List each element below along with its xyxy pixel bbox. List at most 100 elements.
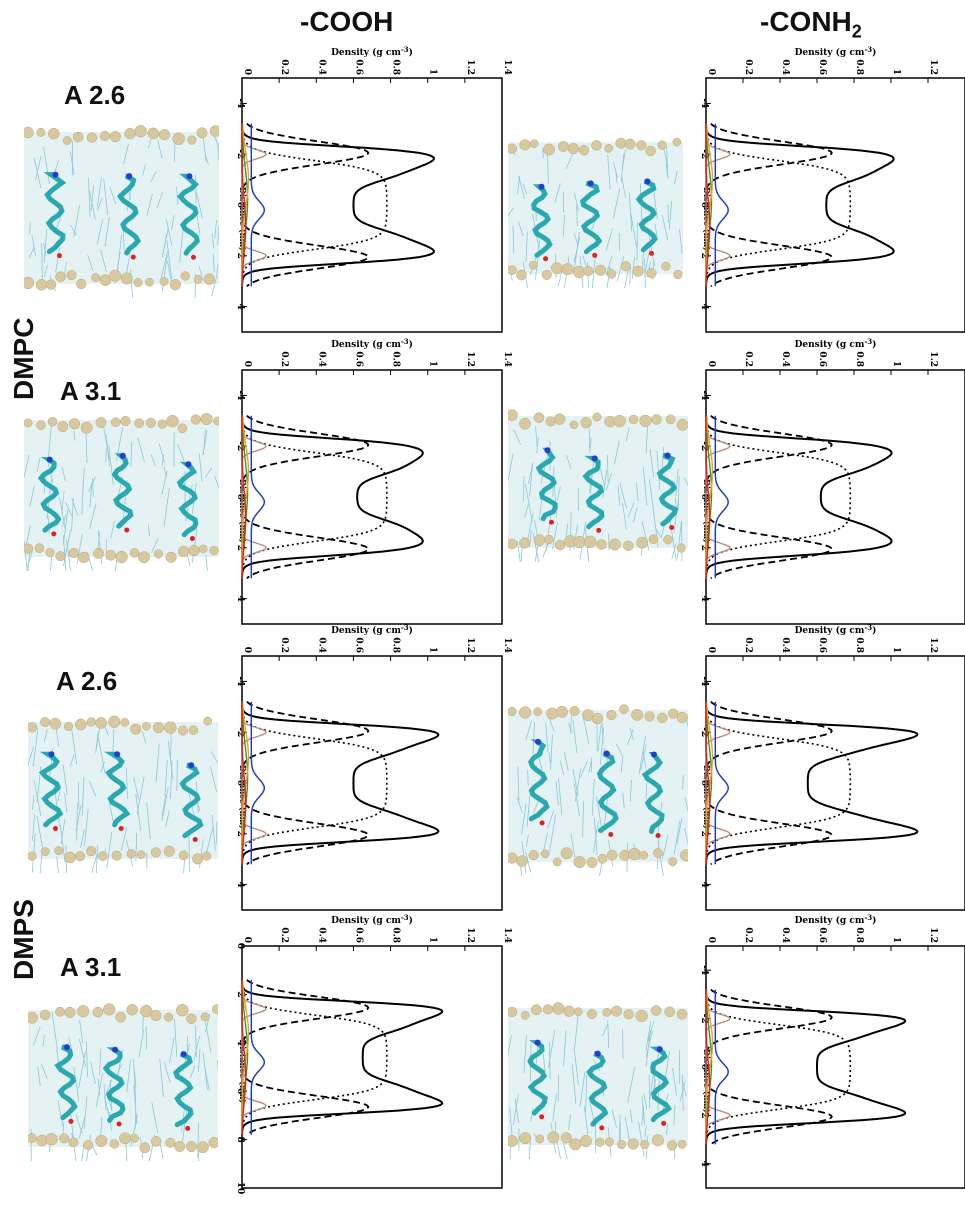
peptide-terminus-red — [592, 252, 598, 258]
lipid-tail — [601, 1024, 609, 1037]
phosphate-bead — [105, 549, 117, 561]
density-axis-label: Density (g cm-3) — [331, 46, 413, 58]
lipid-tail — [130, 441, 133, 468]
lipid-tail — [97, 530, 103, 564]
lipid-tail — [158, 443, 166, 463]
lipid-tail — [661, 214, 669, 241]
peptide-helix — [102, 1047, 126, 1123]
phosphate-bead — [57, 421, 69, 432]
phosphate-bead — [28, 1011, 38, 1024]
phosphate-bead — [35, 279, 48, 291]
density-tick-label: 0.8 — [391, 59, 401, 75]
lipid-tail — [601, 722, 604, 744]
total-density-line — [241, 123, 435, 287]
density-axis-label: Density (g cm-3) — [331, 914, 413, 926]
lipid-tail — [163, 1061, 171, 1083]
lipid-tail — [571, 1064, 577, 1104]
lipid-tail — [542, 541, 550, 558]
lipid-tail — [136, 776, 145, 815]
lipid-tail — [681, 1079, 687, 1097]
density-tick-label: 1.2 — [928, 351, 938, 367]
phosphate-bead — [95, 717, 107, 729]
plot-frame — [705, 77, 965, 333]
density-tick-label: 0.2 — [279, 351, 289, 367]
peptide-terminus-blue — [603, 750, 610, 757]
lipid-tail — [525, 851, 532, 873]
phosphate-bead — [535, 1134, 545, 1144]
phosphate-bead — [569, 420, 579, 430]
phosphate-bead — [632, 265, 644, 277]
lipid-tail — [580, 760, 588, 778]
density-tick-label: 1 — [891, 937, 901, 943]
density-tick-label: 0.4 — [316, 927, 326, 943]
snapshot-2 — [508, 137, 683, 288]
lipid-tail — [165, 810, 170, 828]
lipid-tail — [582, 800, 585, 837]
lipid-tail — [542, 147, 544, 159]
phosphate-bead — [169, 279, 181, 291]
lipid-tail — [81, 1144, 85, 1161]
peptide-helix — [116, 173, 142, 256]
peptide-density-line — [250, 415, 266, 579]
peptide-terminus-red — [52, 826, 58, 832]
phosphate-bead — [209, 545, 219, 556]
lipid-tail — [629, 266, 631, 285]
lipid-tail — [95, 731, 99, 753]
phosphate-bead — [45, 1132, 58, 1146]
lipid-tail — [61, 466, 66, 481]
phosphate-bead — [180, 271, 190, 281]
phosphate-bead — [86, 845, 97, 857]
lipid-tail — [81, 776, 85, 817]
phosphate-bead — [508, 538, 518, 550]
lipid-tail — [532, 532, 540, 562]
phosphate-bead — [610, 1005, 623, 1017]
density-tick-label: 1.2 — [928, 637, 938, 653]
lipid-tail — [665, 163, 669, 179]
density-axis-label: Density (g cm-3) — [795, 46, 877, 58]
lipid-tail — [105, 1079, 113, 1096]
lipid-tail — [514, 1098, 520, 1124]
lipid-tail — [523, 184, 528, 195]
lipid-tail — [163, 487, 170, 527]
peptide-terminus-red — [130, 254, 136, 260]
lipid-tail — [176, 760, 178, 792]
peptide-helix — [635, 178, 658, 253]
density-tick-label: 1 — [891, 361, 901, 367]
density-tick-label: 0.2 — [743, 59, 753, 75]
peptide-helix — [176, 461, 199, 538]
lipid-tail — [525, 483, 533, 523]
distance-tick-label: -4 — [699, 965, 709, 975]
phosphate-bead — [573, 1007, 583, 1016]
lipid-tail — [193, 1035, 200, 1062]
phosphate-bead — [163, 1012, 174, 1022]
distance-tick-label: 4 — [699, 881, 709, 887]
density-tick-label: 1.2 — [928, 59, 938, 75]
lipid-tail — [508, 453, 514, 481]
lipid-tail — [32, 795, 35, 810]
snapshot-4 — [508, 409, 688, 562]
distance-tick-label: 2 — [699, 1112, 709, 1118]
distance-tick-label: 2 — [235, 253, 245, 259]
lipid-tail — [83, 1096, 88, 1130]
phosphate-bead — [202, 851, 212, 861]
lipid-tail — [59, 496, 66, 531]
phosphate-bead — [628, 414, 639, 425]
lipid-tail — [638, 735, 647, 775]
lipid-tail — [508, 207, 514, 218]
lipid-tail — [617, 486, 621, 507]
phosphate-bead — [36, 420, 46, 430]
lipid-tail — [641, 249, 645, 270]
phosphate-bead — [508, 707, 517, 717]
phosphate-bead — [200, 1012, 210, 1022]
peptide-terminus-blue — [664, 452, 671, 459]
density-tick-label: 0.4 — [316, 637, 326, 653]
lipid-tail — [528, 1141, 531, 1159]
lipid-tail — [210, 751, 218, 764]
lipid-tail — [197, 1121, 199, 1158]
density-tick-label: 1.4 — [502, 637, 512, 653]
distance-tick-label: 2 — [699, 831, 709, 837]
lipid-tail — [214, 219, 218, 239]
column-title-conh2: -CONH2 — [760, 6, 862, 42]
phosphate-bead — [666, 1140, 678, 1151]
density-tick-label: 1 — [891, 647, 901, 653]
